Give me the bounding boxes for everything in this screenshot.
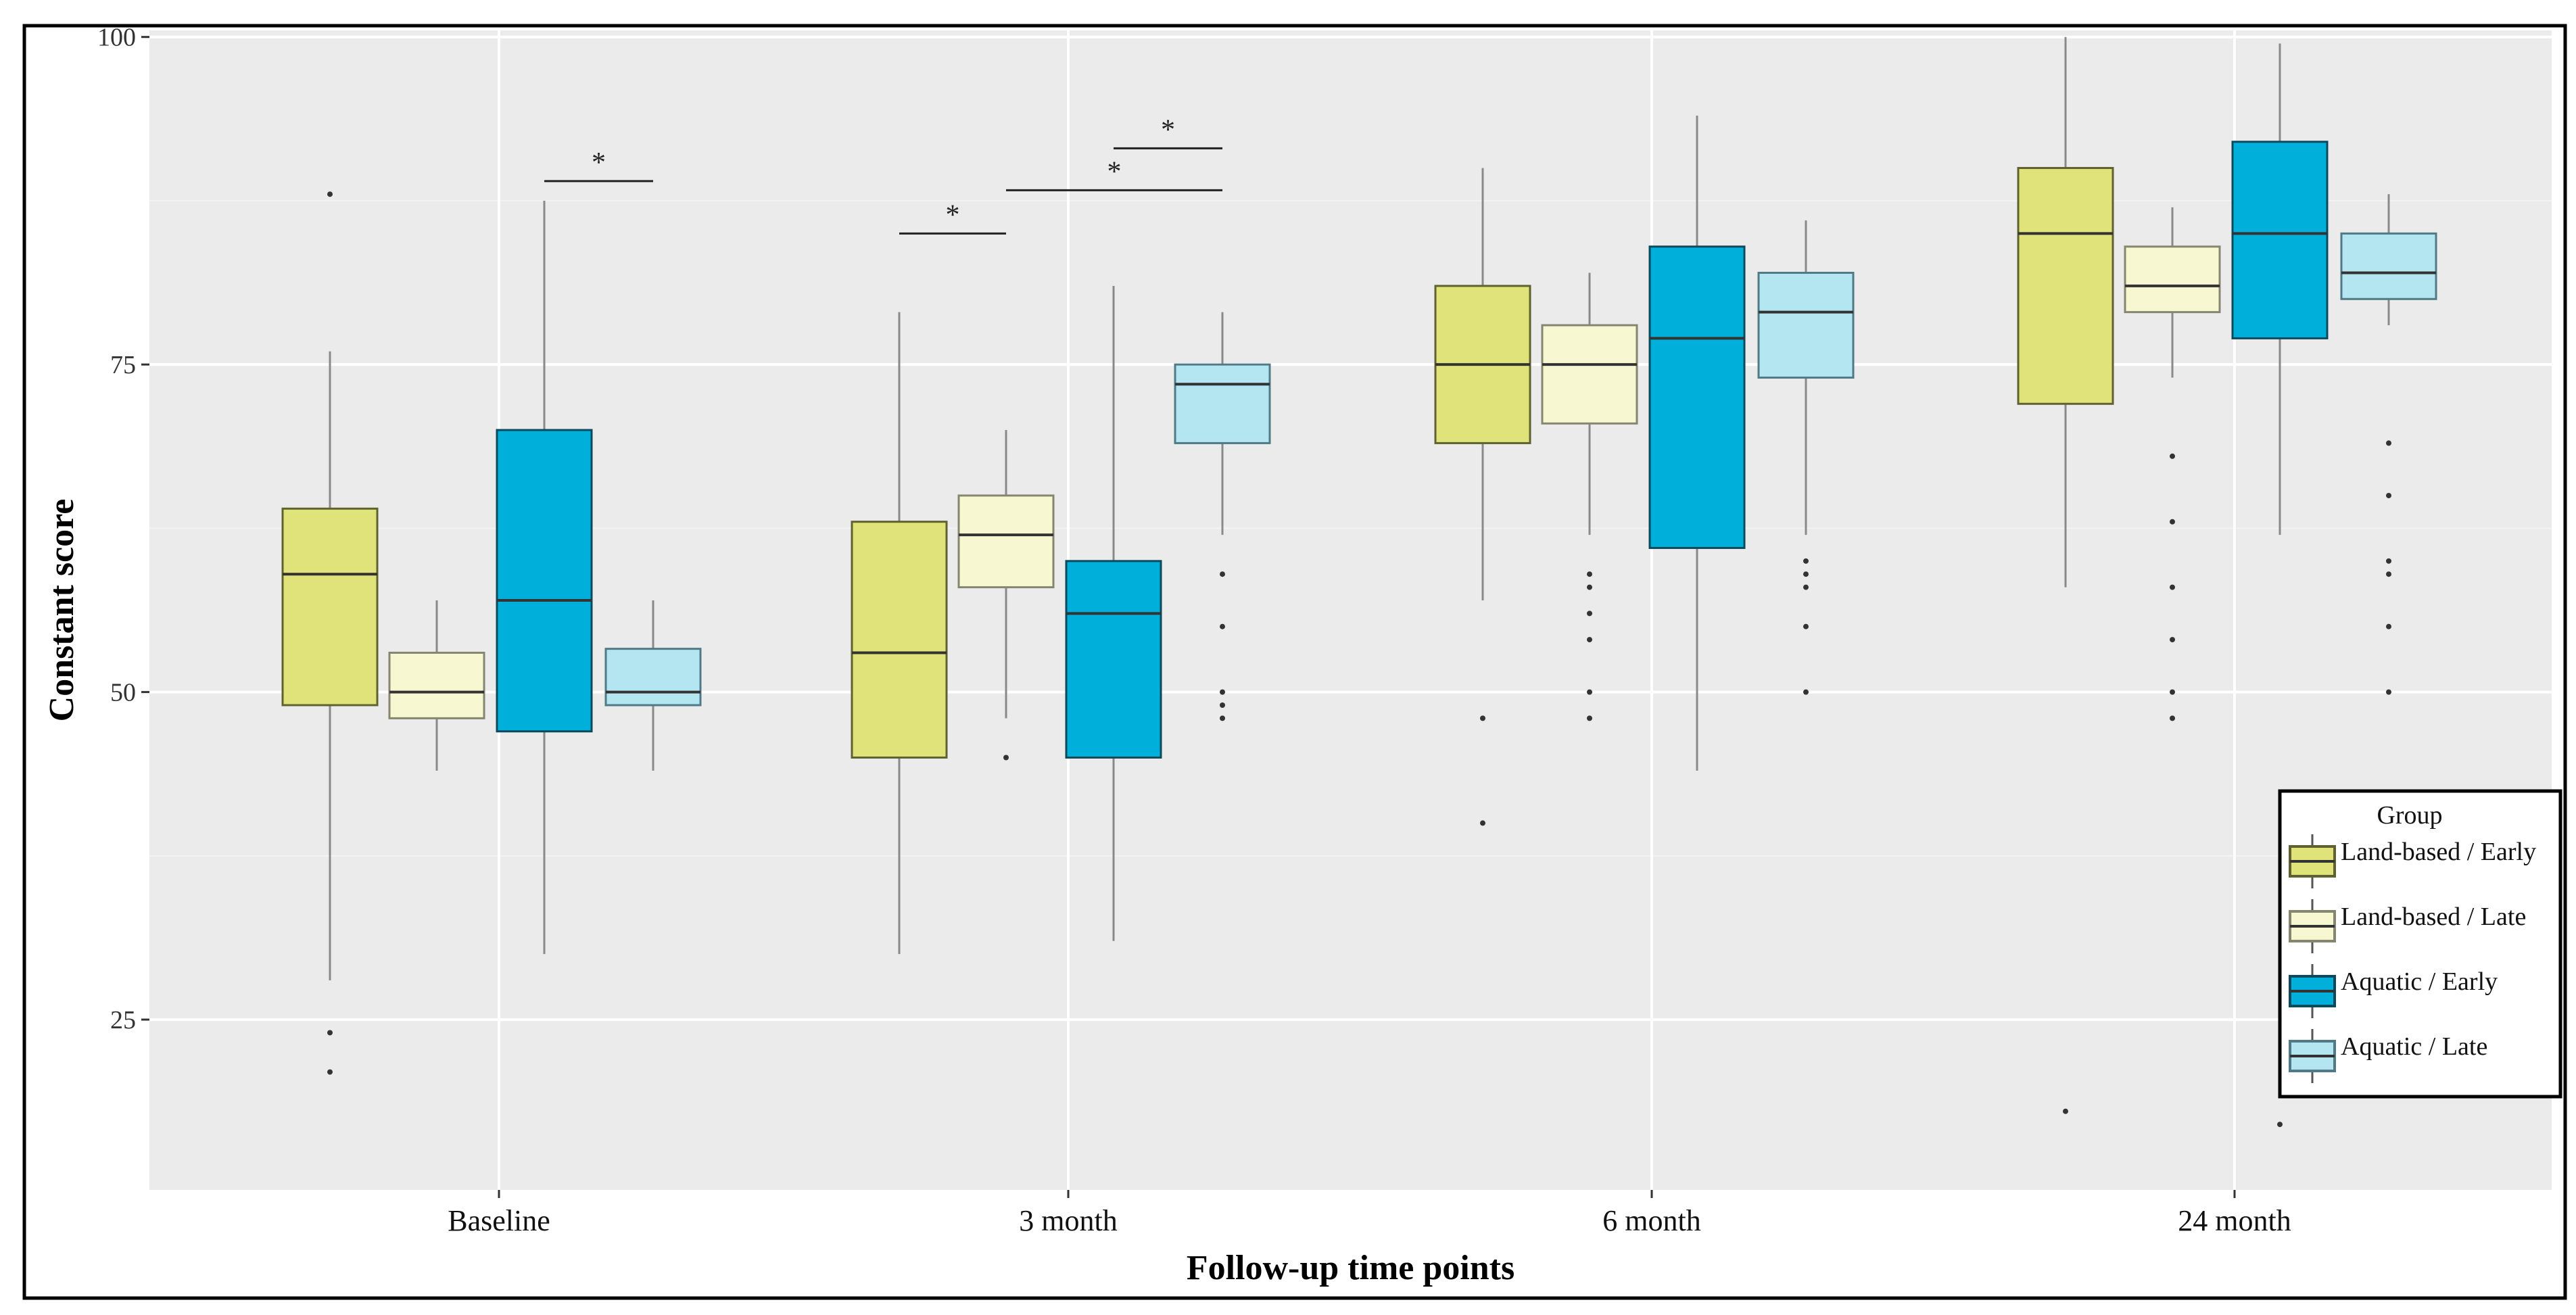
y-tick-label: 75 bbox=[110, 351, 136, 379]
legend-item: Aquatic / Early bbox=[2289, 964, 2498, 1018]
y-tick-label: 50 bbox=[110, 679, 136, 707]
x-tick-label: 24 month bbox=[2178, 1204, 2291, 1237]
box-2-0 bbox=[1434, 168, 1531, 826]
x-tick-label: 6 month bbox=[1602, 1204, 1700, 1237]
significance-label: * bbox=[1161, 114, 1175, 145]
box-iqr bbox=[281, 507, 379, 707]
outlier-point bbox=[327, 1030, 333, 1036]
x-tick-label: Baseline bbox=[448, 1204, 550, 1237]
box-2-1 bbox=[1541, 272, 1638, 721]
significance-label: * bbox=[1107, 156, 1122, 187]
outlier-point bbox=[1803, 689, 1809, 695]
box-2-2 bbox=[1648, 115, 1746, 771]
x-axis-title: Follow-up time points bbox=[1187, 1249, 1514, 1287]
box-iqr bbox=[1541, 324, 1638, 425]
box-0-2 bbox=[496, 200, 593, 955]
box-iqr bbox=[1757, 272, 1855, 379]
legend-label: Aquatic / Early bbox=[2341, 967, 2498, 996]
significance-label: * bbox=[592, 147, 606, 178]
outlier-point bbox=[2386, 571, 2391, 577]
y-axis-title: Constant score bbox=[43, 499, 81, 722]
box-2-3 bbox=[1757, 220, 1855, 695]
outlier-point bbox=[327, 1069, 333, 1075]
box-iqr bbox=[1065, 560, 1162, 759]
outlier-point bbox=[1003, 755, 1009, 761]
y-tick-label: 100 bbox=[97, 24, 136, 52]
outlier-point bbox=[1220, 571, 1225, 577]
outlier-point bbox=[2170, 519, 2175, 525]
outlier-point bbox=[1587, 637, 1592, 643]
box-iqr bbox=[851, 521, 948, 759]
outlier-point bbox=[2386, 689, 2391, 695]
box-0-3 bbox=[604, 600, 702, 771]
box-iqr bbox=[1648, 245, 1746, 549]
box-3-3 bbox=[2340, 194, 2437, 826]
outlier-point bbox=[1803, 571, 1809, 577]
outlier-point bbox=[2386, 492, 2391, 498]
legend-label: Aquatic / Late bbox=[2341, 1032, 2487, 1061]
legend-title: Group bbox=[2377, 801, 2442, 830]
y-tick-label: 25 bbox=[110, 1006, 136, 1034]
legend-label: Land-based / Early bbox=[2341, 838, 2536, 866]
outlier-point bbox=[1480, 715, 1485, 721]
outlier-point bbox=[1587, 715, 1592, 721]
legend: Group Land-based / Early Land-based / Late… bbox=[2278, 789, 2562, 1099]
outlier-point bbox=[2386, 623, 2391, 629]
box-0-1 bbox=[388, 600, 485, 771]
outlier-point bbox=[1803, 623, 1809, 629]
outlier-point bbox=[1587, 584, 1592, 590]
box-3-0 bbox=[2017, 37, 2114, 1114]
box-iqr bbox=[604, 648, 702, 707]
legend-label: Land-based / Late bbox=[2341, 903, 2526, 931]
outlier-point bbox=[1587, 571, 1592, 577]
box-iqr bbox=[2231, 141, 2329, 339]
legend-item: Land-based / Late bbox=[2289, 899, 2526, 953]
outlier-point bbox=[2170, 584, 2175, 590]
outlier-point bbox=[1480, 820, 1485, 826]
outlier-point bbox=[2170, 637, 2175, 643]
box-iqr bbox=[2017, 166, 2114, 405]
box-1-2 bbox=[1065, 285, 1162, 941]
box-iqr bbox=[2340, 232, 2437, 300]
box-1-1 bbox=[957, 430, 1055, 761]
outlier-point bbox=[2063, 1108, 2068, 1114]
box-iqr bbox=[388, 651, 485, 719]
outlier-point bbox=[1220, 715, 1225, 721]
outlier-point bbox=[1587, 611, 1592, 617]
box-iqr bbox=[1174, 363, 1271, 444]
box-1-3 bbox=[1174, 312, 1271, 721]
outlier-point bbox=[1220, 689, 1225, 695]
box-iqr bbox=[496, 429, 593, 733]
outlier-point bbox=[2277, 1122, 2283, 1128]
box-1-0 bbox=[851, 312, 948, 955]
outlier-point bbox=[2170, 453, 2175, 459]
outlier-point bbox=[327, 191, 333, 197]
legend-item: Land-based / Early bbox=[2289, 834, 2536, 888]
legend-item: Aquatic / Late bbox=[2289, 1029, 2487, 1083]
outlier-point bbox=[1220, 702, 1225, 708]
outlier-point bbox=[1803, 584, 1809, 590]
outlier-point bbox=[1587, 689, 1592, 695]
box-iqr bbox=[957, 494, 1055, 589]
box-iqr bbox=[2124, 245, 2221, 314]
x-tick-label: 3 month bbox=[1019, 1204, 1117, 1237]
outlier-point bbox=[2170, 689, 2175, 695]
outer-frame bbox=[22, 24, 2567, 1300]
outlier-point bbox=[1220, 623, 1225, 629]
box-0-0 bbox=[281, 191, 379, 1075]
outlier-point bbox=[1803, 558, 1809, 564]
box-3-2 bbox=[2231, 43, 2329, 1128]
box-3-1 bbox=[2124, 207, 2221, 721]
outlier-point bbox=[2386, 440, 2391, 446]
outlier-point bbox=[2386, 558, 2391, 564]
significance-label: * bbox=[946, 199, 960, 231]
outlier-point bbox=[2170, 715, 2175, 721]
